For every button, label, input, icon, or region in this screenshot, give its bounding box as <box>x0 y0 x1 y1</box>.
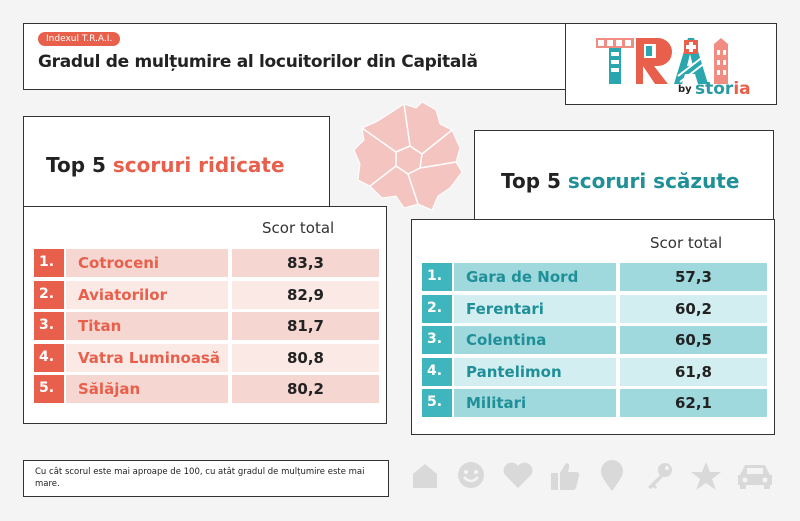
score-cell: 57,3 <box>620 263 767 291</box>
rank-cell: 5. <box>422 389 452 417</box>
high-scores-table: Scor total 1. Cotroceni 83,3 2. Aviatorilor 8… <box>23 206 387 424</box>
icons-row <box>410 460 780 494</box>
header-panel: Indexul T.R.A.I. Gradul de mulțumire al … <box>23 23 568 90</box>
neighborhood-cell: Sălăjan <box>66 375 228 403</box>
score-cell: 61,8 <box>620 357 767 386</box>
neighborhood-cell: Titan <box>66 312 228 340</box>
rank-cell: 4. <box>422 357 452 386</box>
neighborhood-cell: Vatra Luminoasă <box>66 343 228 372</box>
low-scores-title-panel: Top 5 scoruri scăzute <box>474 130 774 222</box>
key-icon <box>648 463 672 489</box>
neighborhood-cell: Ferentari <box>454 294 616 323</box>
storia-brand: storia <box>695 79 751 99</box>
car-icon <box>738 465 772 489</box>
star-icon <box>691 462 721 490</box>
score-cell: 80,8 <box>232 343 379 372</box>
high-scores-rows: 1. Cotroceni 83,3 2. Aviatorilor 82,9 3. Titan 8… <box>34 249 379 407</box>
rank-cell: 3. <box>422 326 452 354</box>
footnote-panel: Cu cât scorul este mai aproape de 100, c… <box>23 460 389 497</box>
neighborhood-cell: Militari <box>454 389 616 417</box>
table-row: 1. Cotroceni 83,3 <box>34 249 379 277</box>
high-title-prefix: Top 5 <box>46 153 113 177</box>
smiley-icon <box>458 462 484 488</box>
high-scores-title: Top 5 scoruri ridicate <box>46 153 285 177</box>
score-cell: 60,2 <box>620 294 767 323</box>
score-cell: 83,3 <box>232 249 379 277</box>
score-cell: 60,5 <box>620 326 767 354</box>
rank-cell: 1. <box>422 263 452 291</box>
rank-cell: 2. <box>422 294 452 323</box>
low-scores-title: Top 5 scoruri scăzute <box>501 169 739 193</box>
table-row: 5. Sălăjan 80,2 <box>34 375 379 403</box>
neighborhood-cell: Pantelimon <box>454 357 616 386</box>
index-tag: Indexul T.R.A.I. <box>38 32 121 46</box>
table-row: 5. Militari 62,1 <box>422 389 767 417</box>
rank-cell: 1. <box>34 249 64 277</box>
low-title-prefix: Top 5 <box>501 169 568 193</box>
score-cell: 62,1 <box>620 389 767 417</box>
low-score-column-header: Scor total <box>650 234 723 252</box>
low-scores-table: Scor total 1. Gara de Nord 57,3 2. Ferentari… <box>411 219 775 435</box>
neighborhood-cell: Gara de Nord <box>454 263 616 291</box>
score-cell: 80,2 <box>232 375 379 403</box>
score-cell: 81,7 <box>232 312 379 340</box>
score-cell: 82,9 <box>232 280 379 309</box>
low-title-highlight: scoruri scăzute <box>567 169 740 193</box>
table-row: 4. Pantelimon 61,8 <box>422 357 767 386</box>
high-title-highlight: scoruri ridicate <box>112 153 285 177</box>
rank-cell: 3. <box>34 312 64 340</box>
table-row: 2. Ferentari 60,2 <box>422 294 767 323</box>
thumbs-up-icon <box>551 463 580 490</box>
logo-panel: by storia <box>565 23 777 105</box>
brand-part-2: ia <box>733 79 751 99</box>
table-row: 3. Colentina 60,5 <box>422 326 767 354</box>
low-scores-rows: 1. Gara de Nord 57,3 2. Ferentari 60,2 3. Colen… <box>422 263 767 421</box>
neighborhood-cell: Colentina <box>454 326 616 354</box>
house-icon <box>413 464 437 488</box>
table-row: 2. Aviatorilor 82,9 <box>34 280 379 309</box>
location-pin-icon <box>601 460 623 491</box>
table-row: 4. Vatra Luminoasă 80,8 <box>34 343 379 372</box>
brand-part-1: stor <box>695 79 734 99</box>
rank-cell: 5. <box>34 375 64 403</box>
high-score-column-header: Scor total <box>262 219 335 237</box>
heart-icon <box>503 462 533 488</box>
table-row: 1. Gara de Nord 57,3 <box>422 263 767 291</box>
footnote-text: Cu cât scorul este mai aproape de 100, c… <box>35 467 365 489</box>
bucharest-map <box>353 101 463 211</box>
rank-cell: 4. <box>34 343 64 372</box>
page-title: Gradul de mulțumire al locuitorilor din … <box>38 52 478 72</box>
high-scores-title-panel: Top 5 scoruri ridicate <box>23 116 330 208</box>
neighborhood-cell: Cotroceni <box>66 249 228 277</box>
rank-cell: 2. <box>34 280 64 309</box>
neighborhood-cell: Aviatorilor <box>66 280 228 309</box>
logo-by-text: by <box>678 84 692 95</box>
trai-logo <box>596 38 728 84</box>
table-row: 3. Titan 81,7 <box>34 312 379 340</box>
